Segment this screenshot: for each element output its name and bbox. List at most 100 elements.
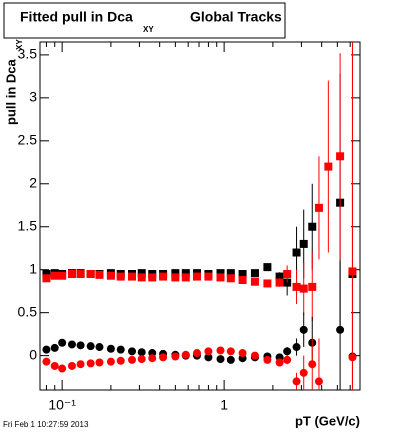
marker [226,274,235,283]
marker [171,352,180,361]
marker [216,355,225,364]
marker [292,343,301,352]
marker [181,273,190,282]
footer-date: Fri Feb 1 10:27:59 2013 [3,420,89,429]
marker [106,271,115,280]
marker [192,272,201,281]
y-tick-label: 1.5 [18,217,38,233]
y-tick-label: 3 [29,89,37,105]
y-axis-label-subscript: XY [15,39,24,50]
marker [58,338,67,347]
marker [86,342,95,351]
marker [42,274,51,283]
marker [42,345,51,354]
marker [67,361,76,370]
title-subscript: XY [143,25,154,34]
marker [216,269,225,278]
y-tick-label: 1 [29,260,37,276]
title-suffix: Global Tracks [190,9,282,25]
marker [283,355,292,364]
marker [250,351,259,360]
marker [42,357,51,366]
marker [204,347,213,356]
marker [86,270,95,278]
marker [95,343,104,352]
marker [171,269,180,278]
y-tick-label: 2.5 [18,132,38,148]
marker [148,273,157,282]
marker [50,343,59,352]
marker [292,282,301,291]
marker [275,278,284,287]
marker [263,355,272,364]
marker [250,269,259,278]
marker [106,344,115,353]
marker [181,269,190,278]
marker [116,356,125,365]
marker [314,203,323,212]
marker [137,348,146,357]
y-tick-label: 0 [29,346,37,362]
marker [238,276,247,285]
marker [181,350,190,359]
marker [50,271,59,280]
marker [299,368,308,377]
marker [226,269,235,278]
marker [137,355,146,364]
marker [308,282,317,291]
marker [128,355,137,364]
marker [192,349,201,358]
y-tick-label: 0.5 [18,303,38,319]
marker [67,270,76,278]
marker [275,272,284,281]
marker [86,359,95,368]
plot-frame [39,41,361,391]
marker [116,345,125,354]
y-tick-label: 3.5 [18,46,38,62]
marker [216,346,225,355]
marker [128,347,137,356]
marker [216,273,225,282]
y-tick-label: 2 [29,174,37,190]
x-axis-label: pT (GeV/c) [295,413,360,428]
marker [171,273,180,282]
marker [283,270,292,278]
marker [204,353,213,362]
marker [299,325,308,334]
marker [336,152,345,161]
marker [159,272,168,281]
marker [263,279,272,288]
marker [250,277,259,286]
marker [292,377,301,386]
marker [283,347,292,356]
x-tick-label: 1 [220,397,228,413]
marker [308,360,317,369]
chart-title: Fitted pull in Dca [20,9,133,25]
marker [137,273,146,282]
marker [238,349,247,358]
marker [292,248,301,257]
marker [324,162,333,171]
marker [159,353,168,362]
marker [95,358,104,367]
marker [95,270,104,279]
marker [348,353,357,362]
marker [76,360,85,369]
marker [76,341,85,350]
marker [308,222,317,231]
marker [106,357,115,366]
marker [67,340,76,349]
marker [226,347,235,356]
x-tick-label: 10⁻¹ [48,397,76,413]
marker [336,325,345,334]
title-box [3,2,286,39]
marker [58,364,67,373]
marker [50,361,59,370]
marker [238,270,247,278]
marker [58,271,67,280]
marker [204,272,213,281]
marker [148,354,157,363]
marker [299,284,308,293]
y-axis-label: pull in Dca [3,59,18,126]
